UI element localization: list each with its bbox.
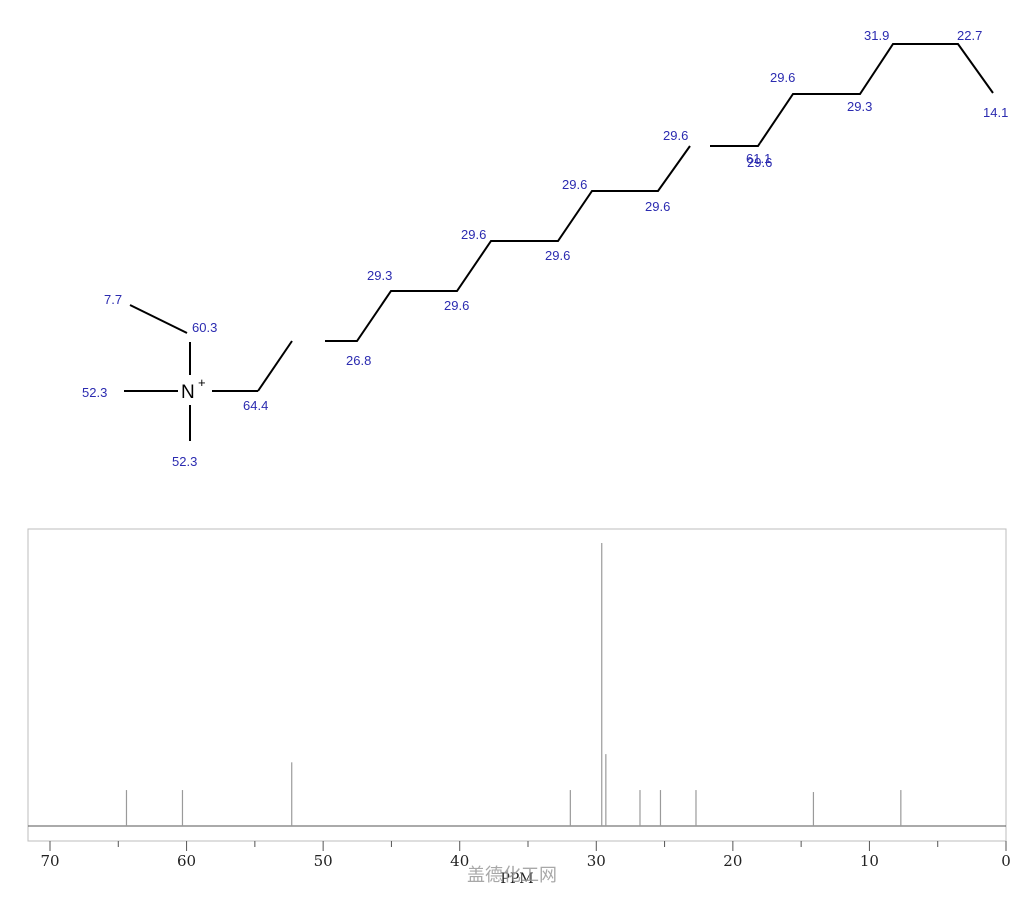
watermark-text: 盖德化工网 [467, 865, 557, 886]
shift-label-c10: 29.6 [747, 155, 772, 170]
bond-lines [124, 43, 994, 441]
shift-label-c5: 29.6 [461, 227, 486, 242]
x-axis-label: PPM [500, 871, 533, 887]
x-axis-tick-label: 0 [1001, 852, 1011, 870]
nitrogen-atom-label: N [181, 382, 195, 403]
x-axis-tick-label: 20 [723, 852, 742, 870]
bond-chain-d [759, 43, 994, 144]
bond-chain-b [325, 145, 691, 342]
shift-label-c11: 29.6 [770, 70, 795, 85]
x-axis-tick-label: 10 [860, 852, 879, 870]
nitrogen-charge-label: + [198, 375, 206, 390]
x-axis-tick-label: 70 [40, 852, 59, 870]
shift-label-c13: 29.3 [847, 99, 872, 114]
spectrum-peaks [125, 543, 902, 826]
shift-label-c6: 29.6 [545, 248, 570, 263]
shift-labels: 7.7 60.3 52.3 52.3 64.4 26.8 29.3 29.6 2… [82, 28, 1008, 469]
x-axis-tick-label: 50 [314, 852, 333, 870]
shift-label-methyl-bottom: 52.3 [172, 454, 197, 469]
molecule-structure: N + 7.7 60.3 52.3 52.3 64.4 26.8 29.3 29… [82, 28, 1008, 469]
x-axis-tick-label: 60 [177, 852, 196, 870]
spectrum-frame [27, 528, 1007, 842]
bond-chain-a [257, 340, 293, 392]
shift-label-c15: 22.7 [957, 28, 982, 43]
shift-label-c14: 31.9 [864, 28, 889, 43]
shift-label-c16: 14.1 [983, 105, 1008, 120]
x-axis-tick-label: 40 [450, 852, 469, 870]
shift-label-c7: 29.6 [562, 177, 587, 192]
bond-chain-c [710, 142, 761, 147]
x-axis-ticks: 70 60 50 40 30 20 10 0 [40, 841, 1011, 870]
shift-label-c1: 64.4 [243, 398, 268, 413]
bond-ethyl-ch3 [129, 304, 188, 334]
shift-label-c9: 29.6 [663, 128, 688, 143]
shift-label-c4: 29.6 [444, 298, 469, 313]
shift-label-c2: 26.8 [346, 353, 371, 368]
nmr-spectrum: 70 60 50 40 30 20 10 0 PPM 盖德化工网 [27, 528, 1011, 887]
shift-label-ethyl-ch2: 60.3 [192, 320, 217, 335]
shift-label-ethyl-ch3: 7.7 [104, 292, 122, 307]
x-axis-tick-label: 30 [587, 852, 606, 870]
shift-label-c8: 29.6 [645, 199, 670, 214]
shift-label-overlap: 61.1 [746, 151, 771, 166]
shift-label-c3: 29.3 [367, 268, 392, 283]
shift-label-methyl-left: 52.3 [82, 385, 107, 400]
